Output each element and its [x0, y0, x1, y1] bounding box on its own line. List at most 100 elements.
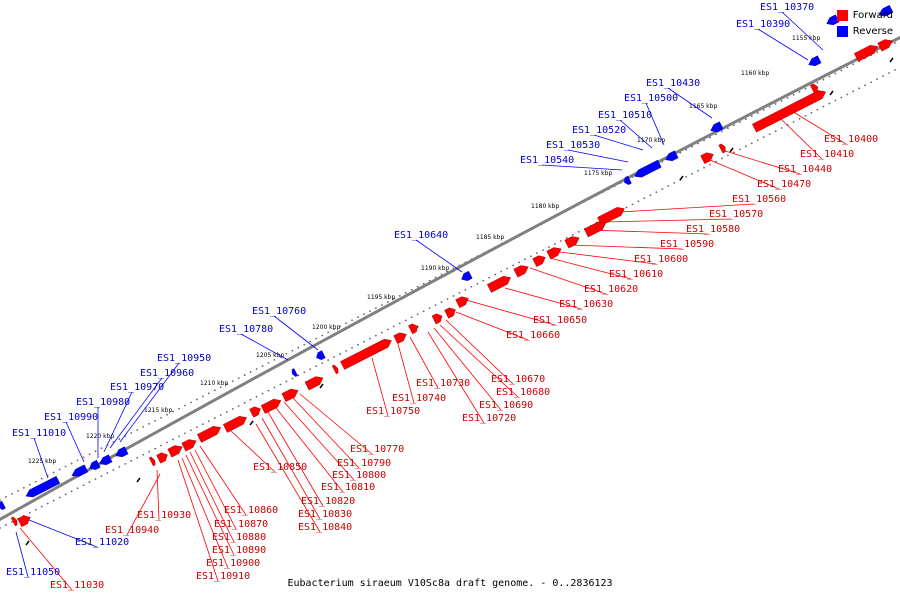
tick-dot: [76, 487, 79, 490]
tick-dot: [261, 392, 264, 395]
gene-label: ES1_10940: [105, 525, 159, 536]
scale-dot: [118, 438, 121, 440]
scale-dot: [333, 328, 336, 331]
tick-dot: [512, 264, 515, 267]
tick-dot: [542, 249, 544, 252]
gene-label: ES1_10620: [584, 284, 638, 295]
scale-dot: [315, 337, 318, 340]
gene-label: ES1_10890: [212, 545, 266, 556]
scale-dot: [846, 66, 849, 69]
leader-line: [255, 423, 321, 533]
tick-dot: [201, 423, 204, 426]
tick-dot: [733, 151, 735, 154]
reverse-gene: [0, 500, 6, 510]
scale-dot: [697, 142, 699, 145]
gene-label: ES1_10740: [392, 393, 446, 404]
scale-dot: [190, 401, 192, 404]
tick-dot: [470, 285, 473, 288]
tick-dot: [458, 291, 461, 294]
legend-forward: Forward: [837, 7, 893, 23]
reverse-swatch: [837, 25, 848, 37]
leader-line: [103, 391, 133, 453]
scale-dot: [231, 380, 234, 383]
scale-dot: [178, 407, 180, 410]
forward-gene: [249, 406, 261, 418]
gene-label: ES1_10650: [533, 315, 587, 326]
scale-dot: [768, 106, 771, 108]
leader-line: [529, 267, 607, 295]
scale-labels: 1155 kbp 1160 kbp 1165 kbp 1170 kbp 1175 kbp…: [28, 35, 820, 465]
leader-line: [240, 333, 289, 361]
gene-labels: ES1_10370 ES1_10390 ES1_10430 ES1_10500 ES1_…: [6, 2, 878, 591]
scale-dot: [22, 486, 25, 489]
leader-line: [415, 239, 463, 273]
leader-line: [455, 311, 529, 341]
gene-label: ES1_10900: [206, 558, 260, 569]
scale-dot: [184, 404, 186, 407]
tick-dot: [375, 334, 377, 337]
legend: Forward Reverse: [837, 7, 893, 39]
gene-label: ES1_10750: [366, 406, 420, 417]
forward-gene: [408, 323, 418, 335]
scale-dot: [392, 298, 395, 300]
tick-dot: [792, 121, 795, 123]
forward-gene: [513, 265, 529, 278]
leader-line: [445, 319, 514, 385]
tick-dot: [243, 401, 246, 404]
tick-marks: [0, 42, 896, 546]
gene-label: ES1_10670: [491, 374, 545, 385]
gene-label: ES1_10790: [337, 458, 391, 469]
tick-dot: [822, 105, 825, 108]
scale-label: 1210 kbp: [200, 380, 228, 387]
reverse-gene: [808, 55, 822, 67]
scale-dot: [774, 103, 777, 105]
leader-line: [185, 454, 235, 556]
leader-line: [283, 401, 355, 481]
tick-dot: [386, 328, 389, 331]
scale-dot: [148, 422, 151, 425]
scale-dot: [798, 90, 801, 93]
scale-dot: [721, 130, 723, 133]
forward-gene: [17, 515, 31, 528]
forward-gene: [486, 276, 511, 293]
gene-label: ES1_10410: [800, 149, 854, 160]
leader-line: [569, 244, 683, 250]
tick-dot: [0, 527, 1, 529]
gene-label: ES1_10810: [321, 482, 375, 493]
tick-dot: [392, 325, 395, 328]
gene-label: ES1_10580: [686, 224, 740, 235]
gene-label: ES1_10970: [110, 382, 164, 393]
tick-dot: [142, 453, 145, 456]
tick-dot: [231, 408, 234, 410]
tick-mark: [889, 57, 894, 63]
reverse-gene: [71, 464, 89, 477]
forward-gene: [700, 152, 714, 165]
tick-dot: [649, 194, 652, 197]
scale-label: 1220 kbp: [86, 433, 114, 440]
gene-label: ES1_10720: [462, 413, 516, 424]
scale-dot: [261, 365, 264, 367]
forward-gene: [10, 516, 18, 527]
tick-dot: [40, 505, 43, 508]
gene-label: ES1_11010: [12, 428, 66, 439]
tick-dot: [697, 169, 699, 172]
gene-label: ES1_10780: [219, 324, 273, 335]
forward-gene: [444, 307, 456, 319]
tick-dot: [565, 237, 568, 239]
tick-dot: [798, 117, 801, 120]
tick-dot: [691, 172, 694, 175]
tick-dot: [756, 139, 759, 142]
scale-dot: [876, 51, 878, 54]
tick-dot: [685, 175, 688, 178]
leader-line: [541, 164, 623, 171]
scale-dot: [5, 496, 7, 498]
scale-label: 1200 kbp: [312, 324, 340, 331]
tick-dot: [434, 304, 437, 307]
forward-gene: [532, 255, 546, 268]
leader-line: [229, 429, 276, 473]
gene-label: ES1_10440: [778, 164, 832, 175]
leader-line: [275, 407, 344, 493]
tick-dot: [291, 377, 294, 380]
tick-mark: [25, 540, 30, 546]
